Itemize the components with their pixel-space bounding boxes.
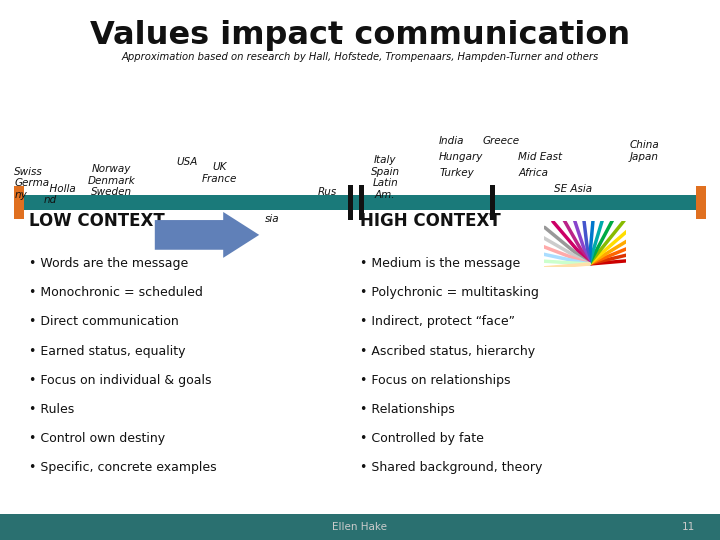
Text: Holla
nd: Holla nd (43, 184, 76, 205)
Text: China
Japan: China Japan (630, 140, 660, 162)
Bar (348, 185, 353, 220)
FancyArrow shape (155, 212, 259, 258)
Text: 11: 11 (682, 522, 695, 532)
Text: Swiss
Germa
ny: Swiss Germa ny (14, 167, 50, 200)
Text: Africa: Africa (518, 168, 549, 178)
Text: Mid East: Mid East (518, 152, 562, 162)
Text: • Ascribed status, hierarchy: • Ascribed status, hierarchy (360, 345, 535, 357)
Text: SE Asia: SE Asia (554, 184, 593, 194)
Text: • Focus on relationships: • Focus on relationships (360, 374, 510, 387)
Text: Values impact communication: Values impact communication (90, 19, 630, 51)
Text: • Specific, concrete examples: • Specific, concrete examples (29, 461, 217, 474)
Text: • Medium is the message: • Medium is the message (360, 257, 521, 270)
Text: • Control own destiny: • Control own destiny (29, 432, 165, 445)
Text: Ellen Hake: Ellen Hake (333, 522, 387, 532)
Bar (0, 514, 720, 540)
Bar (14, 186, 24, 219)
Text: • Monochronic = scheduled: • Monochronic = scheduled (29, 286, 202, 299)
Text: Norway
Denmark
Sweden: Norway Denmark Sweden (88, 164, 135, 197)
Text: • Earned status, equality: • Earned status, equality (29, 345, 185, 357)
Text: HIGH CONTEXT: HIGH CONTEXT (360, 212, 500, 230)
Text: Greece: Greece (482, 136, 520, 146)
Text: • Shared background, theory: • Shared background, theory (360, 461, 542, 474)
Bar (696, 186, 706, 219)
Text: USA: USA (176, 157, 198, 167)
Text: Approximation based on research by Hall, Hofstede, Trompenaars, Hampden-Turner a: Approximation based on research by Hall,… (122, 52, 598, 62)
Text: Hungary: Hungary (439, 152, 484, 162)
Text: sia: sia (265, 214, 279, 224)
Text: UK
France: UK France (202, 162, 238, 184)
Text: • Words are the message: • Words are the message (29, 257, 188, 270)
Text: LOW CONTEXT: LOW CONTEXT (29, 212, 165, 230)
Text: • Focus on individual & goals: • Focus on individual & goals (29, 374, 211, 387)
Text: Italy
Spain
Latin
Am.: Italy Spain Latin Am. (371, 155, 400, 200)
Text: Rus: Rus (318, 187, 337, 197)
Text: • Rules: • Rules (29, 403, 74, 416)
Text: • Direct communication: • Direct communication (29, 315, 179, 328)
Text: • Controlled by fate: • Controlled by fate (360, 432, 484, 445)
Bar (359, 185, 364, 220)
Text: • Polychronic = multitasking: • Polychronic = multitasking (360, 286, 539, 299)
Bar (490, 185, 495, 220)
Text: • Indirect, protect “face”: • Indirect, protect “face” (360, 315, 515, 328)
Text: Turkey: Turkey (439, 168, 474, 178)
Text: • Relationships: • Relationships (360, 403, 455, 416)
Text: India: India (439, 136, 464, 146)
Bar (14, 195, 706, 210)
